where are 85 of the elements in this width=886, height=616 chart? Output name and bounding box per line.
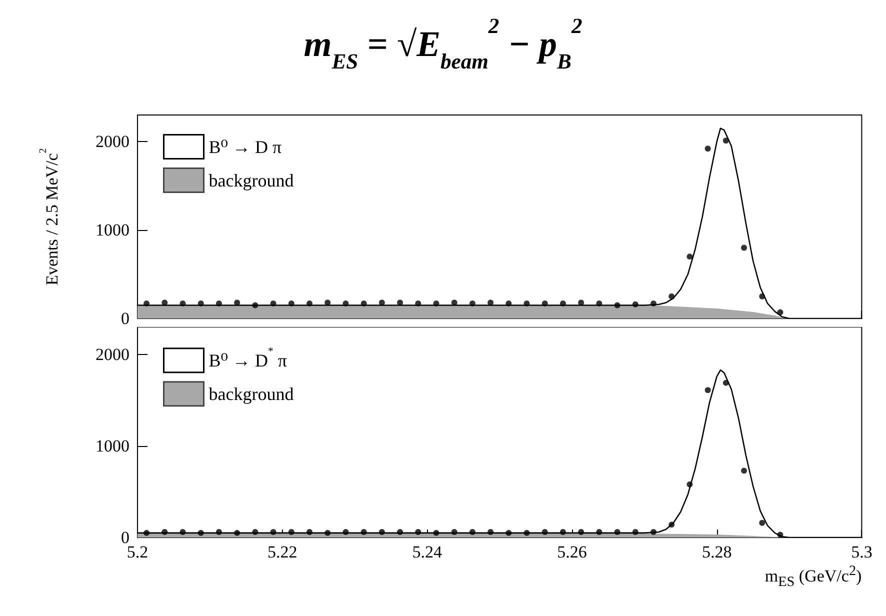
point: [632, 301, 638, 308]
point: [451, 300, 458, 306]
point: [360, 529, 367, 536]
x-tick-label: 5.3: [851, 542, 872, 562]
point: [288, 300, 294, 306]
y-tick-label: 1000: [96, 436, 130, 456]
point: [632, 529, 638, 536]
point: [270, 529, 276, 536]
point: [524, 300, 530, 306]
point: [360, 300, 367, 306]
point: [560, 300, 566, 306]
point: [144, 300, 150, 306]
point: [288, 529, 294, 536]
point: [704, 387, 711, 394]
point: [686, 481, 693, 488]
point: [198, 530, 204, 536]
point: [415, 300, 422, 306]
point: [722, 138, 729, 144]
point: [415, 529, 422, 536]
point: [741, 468, 748, 474]
point: [596, 300, 602, 306]
point: [252, 302, 258, 308]
point: [180, 300, 186, 306]
x-tick-label: 5.28: [702, 542, 732, 562]
point: [433, 300, 440, 306]
point: [542, 529, 548, 536]
point: [686, 254, 693, 260]
point: [342, 529, 349, 536]
point: [506, 300, 512, 306]
point: [180, 529, 186, 536]
point: [668, 522, 675, 528]
point: [650, 529, 656, 536]
x-axis-title: m$_{ES}$ (GeV/c$^{2}$): [764, 562, 862, 592]
point: [144, 530, 150, 536]
x-tick-label: 5.2: [126, 542, 148, 562]
point: [578, 529, 584, 536]
point: [506, 530, 512, 536]
point: [397, 529, 404, 536]
point: [469, 300, 476, 306]
point: [378, 300, 385, 306]
point: [306, 529, 312, 536]
point: [216, 300, 222, 306]
x-tick-label: 5.22: [267, 542, 298, 562]
point: [306, 300, 312, 306]
point: [650, 300, 656, 306]
y-tick-label: 0: [121, 309, 130, 328]
point: [741, 244, 748, 251]
legend-label: background: [208, 384, 294, 404]
point: [542, 300, 548, 306]
y-tick-label: 2000: [96, 344, 130, 364]
point: [488, 529, 494, 536]
point: [668, 293, 675, 300]
legend-label: B⁰ → D π: [208, 136, 282, 157]
point: [614, 529, 620, 536]
point: [759, 520, 766, 526]
point: [560, 529, 566, 536]
point: [759, 293, 766, 300]
point: [378, 529, 385, 536]
x-tick-label: 5.26: [557, 542, 587, 562]
point: [704, 146, 711, 152]
y-tick-label: 1000: [96, 220, 130, 240]
point: [324, 530, 331, 536]
point: [596, 529, 602, 536]
point: [722, 380, 729, 386]
point: [614, 302, 620, 308]
point: [162, 300, 168, 306]
y-axis-title: Events / 2.5 MeV/c2: [38, 148, 62, 286]
point: [451, 529, 458, 536]
point: [777, 532, 784, 538]
point: [777, 309, 784, 316]
point: [342, 300, 349, 306]
legend-label: B⁰ → D* π: [208, 346, 287, 370]
point: [252, 529, 258, 536]
point: [524, 530, 530, 536]
point: [469, 529, 476, 536]
point: [433, 530, 440, 536]
x-tick-label: 5.24: [412, 542, 443, 562]
point: [162, 529, 168, 536]
point: [198, 300, 204, 306]
point: [270, 300, 276, 306]
legend-label: background: [208, 170, 294, 190]
point: [234, 530, 240, 536]
point: [216, 529, 222, 536]
y-tick-label: 0: [121, 528, 130, 547]
y-tick-label: 2000: [96, 132, 130, 152]
